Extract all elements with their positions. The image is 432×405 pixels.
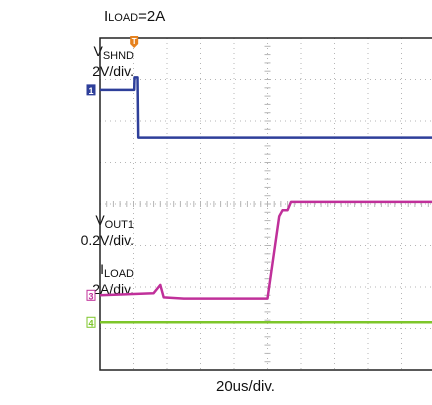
vout1-label: VOUT1 0.2V/div. — [80, 212, 134, 248]
plot-frame — [99, 37, 432, 371]
x-axis-label: 20us/div. — [216, 378, 275, 395]
channel-4-marker — [86, 316, 96, 328]
vout1-scale-label: 0.2V/div. — [80, 232, 134, 248]
trigger-marker — [130, 36, 139, 48]
channel-1-marker — [86, 84, 96, 96]
channel-3-marker — [86, 289, 96, 301]
vshnd-scale-label: 2V/div. — [92, 63, 134, 79]
iload-label: ILOAD 2A/div. — [92, 261, 134, 297]
channel-4-label: 4 — [88, 318, 93, 328]
chart-title: ILOAD=2A — [104, 8, 166, 25]
vshnd-label: VSHND 2V/div. — [92, 43, 134, 79]
trace-shnd — [100, 76, 432, 139]
channel-1-label: 1 — [88, 86, 93, 96]
trace-out1 — [99, 200, 432, 300]
channel-3-label: 3 — [88, 291, 93, 301]
iload-scale-label: 2A/div. — [92, 281, 134, 297]
trigger-marker-label: T — [132, 37, 137, 46]
